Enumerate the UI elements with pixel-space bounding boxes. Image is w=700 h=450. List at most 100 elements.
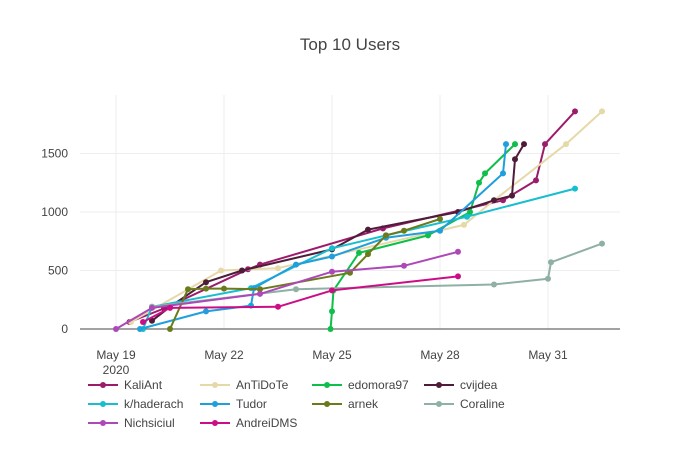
data-point: [491, 281, 497, 288]
y-tick-label: 0: [61, 322, 68, 336]
data-point: [203, 308, 209, 315]
data-point: [329, 268, 335, 275]
data-point: [512, 156, 518, 163]
legend-swatch-marker: [324, 401, 330, 407]
data-point: [563, 141, 569, 148]
x-tick-label: May 22: [204, 348, 244, 362]
y-tick-label: 1000: [41, 205, 68, 219]
data-point: [425, 232, 431, 239]
data-point: [455, 248, 461, 255]
data-point: [167, 304, 173, 311]
data-point: [500, 170, 506, 177]
data-point: [491, 197, 497, 204]
legend-label: AndreiDMS: [236, 416, 297, 430]
legend-swatch-marker: [212, 382, 218, 388]
data-point: [572, 108, 578, 115]
series-Nichsiciul: [113, 248, 461, 332]
data-point: [383, 232, 389, 239]
data-point: [329, 245, 335, 252]
data-point: [365, 251, 371, 258]
series-line: [139, 143, 507, 330]
data-point: [329, 308, 335, 315]
data-point: [113, 326, 119, 332]
data-point: [401, 227, 407, 234]
x-tick-label: May 19: [96, 348, 136, 362]
legend-item: k/haderach: [88, 397, 183, 411]
data-point: [293, 286, 299, 293]
legend-label: arnek: [348, 397, 379, 411]
data-point: [512, 141, 518, 148]
data-point: [275, 265, 281, 272]
legend-swatch-marker: [436, 401, 442, 407]
legend-label: k/haderach: [124, 397, 183, 411]
data-point: [548, 259, 554, 266]
legend-item: Tudor: [200, 397, 267, 411]
legend-item: AndreiDMS: [200, 416, 297, 430]
data-point: [476, 179, 482, 186]
series-arnek: [167, 216, 443, 332]
series-edomora97: [327, 141, 518, 332]
data-point: [365, 226, 371, 233]
series-line: [151, 242, 603, 308]
data-point: [461, 221, 467, 228]
data-point: [437, 216, 443, 222]
legend-label: Tudor: [236, 397, 267, 411]
data-point: [542, 141, 548, 148]
legend-swatch-marker: [100, 420, 106, 426]
legend-item: Coraline: [424, 397, 505, 411]
legend-item: cvijdea: [424, 378, 498, 392]
data-point: [329, 253, 335, 260]
legend-swatch-marker: [436, 382, 442, 388]
x-tick-sublabel: 2020: [103, 363, 130, 377]
data-point: [329, 287, 335, 294]
data-point: [293, 261, 299, 268]
data-point: [533, 177, 539, 184]
series-AnTiDoTe: [128, 108, 605, 325]
data-point: [455, 273, 461, 280]
data-point: [509, 192, 515, 199]
series-KaliAnt: [126, 108, 578, 325]
data-point: [203, 285, 209, 292]
legend-item: arnek: [312, 397, 379, 411]
data-point: [137, 326, 143, 332]
legend-swatch-marker: [212, 420, 218, 426]
data-point: [218, 267, 224, 274]
data-point: [167, 326, 173, 332]
data-point: [599, 108, 605, 115]
legend-label: cvijdea: [460, 378, 498, 392]
data-point: [185, 286, 191, 293]
series-line: [115, 250, 459, 330]
data-point: [521, 141, 527, 148]
legend-item: edomora97: [312, 378, 409, 392]
data-point: [464, 213, 470, 220]
data-point: [401, 262, 407, 269]
legend: KaliAnt AnTiDoTe edomora97 cvijdea k/haderac…: [88, 378, 505, 430]
y-tick-label: 500: [48, 264, 68, 278]
data-point: [275, 303, 281, 310]
chart-title: Top 10 Users: [300, 35, 400, 54]
legend-item: AnTiDoTe: [200, 378, 289, 392]
data-point: [572, 185, 578, 192]
data-point: [482, 170, 488, 177]
data-point: [599, 240, 605, 247]
grid: [80, 95, 620, 329]
data-point: [257, 286, 263, 293]
legend-swatch-marker: [100, 401, 106, 407]
data-point: [221, 285, 227, 292]
series-layer: [113, 108, 605, 332]
data-point: [203, 279, 209, 286]
data-point: [257, 290, 263, 297]
x-tick-label: May 28: [420, 348, 460, 362]
series-line: [151, 143, 525, 322]
data-point: [467, 209, 473, 215]
x-tick-label: May 31: [528, 348, 568, 362]
data-point: [149, 304, 155, 311]
x-tick-label: May 25: [312, 348, 352, 362]
y-tick-label: 1500: [41, 147, 68, 161]
legend-item: Nichsiciul: [88, 416, 175, 430]
data-point: [545, 275, 551, 282]
series-AndreiDMS: [140, 273, 461, 325]
legend-label: KaliAnt: [124, 378, 163, 392]
